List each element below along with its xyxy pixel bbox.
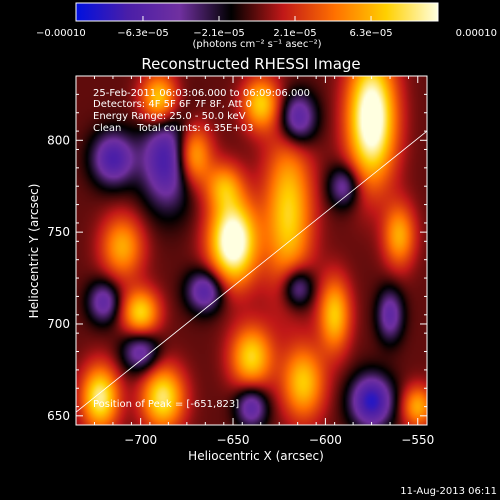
colorbar-tick-label: 2.1e−05 <box>273 28 316 39</box>
annotation-detectors: Detectors: 4F 5F 6F 7F 8F, Att 0 <box>93 99 252 110</box>
y-tick-label: 650 <box>47 409 70 423</box>
footer-timestamp: 11-Aug-2013 06:11 <box>400 486 497 497</box>
annotation-peak-position: Position of Peak = [-651,823] <box>93 399 239 410</box>
colorbar-tick-label: −0.00010 <box>36 28 86 39</box>
colorbar-tick-label: 0.00010 <box>456 28 497 39</box>
colorbar-tick-label: −6.3e−05 <box>117 28 169 39</box>
colorbar-fill <box>76 3 438 21</box>
colorbar-ticks: −0.00010 −6.3e−05 −2.1e−05 2.1e−05 6.3e−05 0.… <box>36 16 497 39</box>
x-tick-label: −700 <box>124 433 157 447</box>
y-tick-label: 750 <box>47 225 70 239</box>
colorbar-tick-label: 6.3e−05 <box>349 28 392 39</box>
y-axis-label: Heliocentric Y (arcsec) <box>27 184 41 319</box>
x-axis-label: Heliocentric X (arcsec) <box>188 449 324 463</box>
plot-frame <box>75 75 428 426</box>
colorbar-unit-label: (photons cm⁻² s⁻¹ asec⁻²) <box>192 39 321 50</box>
chart-title: Reconstructed RHESSI Image <box>141 55 360 73</box>
annotations: 25-Feb-2011 06:03:06.000 to 06:09:06.000… <box>93 88 310 410</box>
annotation-energy: Energy Range: 25.0 - 50.0 keV <box>93 111 246 122</box>
colorbar-frame <box>75 2 439 22</box>
y-tick-label: 800 <box>47 133 70 147</box>
x-tick-label: −600 <box>309 433 342 447</box>
x-axis: −700 −650 −600 −550 <box>75 76 434 447</box>
annotation-counts: Clean Total counts: 6.35E+03 <box>93 123 253 134</box>
y-tick-label: 700 <box>47 317 70 331</box>
x-tick-label: −550 <box>401 433 434 447</box>
solar-limb-line <box>76 130 427 413</box>
heatmap-image <box>76 76 427 425</box>
annotation-time: 25-Feb-2011 06:03:06.000 to 06:09:06.000 <box>93 88 310 99</box>
y-axis: 650 700 750 800 <box>47 75 427 426</box>
colorbar-tick-label: −2.1e−05 <box>193 28 245 39</box>
colorbar: −0.00010 −6.3e−05 −2.1e−05 2.1e−05 6.3e−05 0.… <box>36 2 497 50</box>
x-tick-label: −650 <box>217 433 250 447</box>
